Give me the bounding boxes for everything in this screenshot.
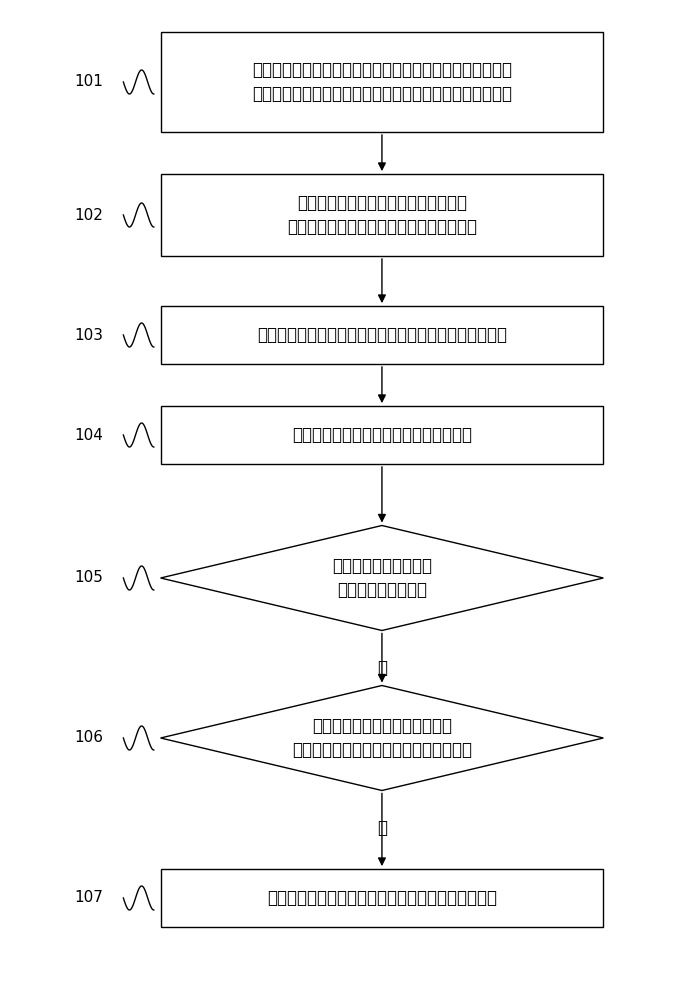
FancyBboxPatch shape <box>160 869 603 927</box>
Text: 105: 105 <box>74 570 103 585</box>
Text: 是: 是 <box>377 659 387 677</box>
Text: 106: 106 <box>74 730 103 746</box>
Text: 确定永磁同步电机的转子在启动阶段的
第一时间的关于假定旋转坐标系的假定角度: 确定永磁同步电机的转子在启动阶段的 第一时间的关于假定旋转坐标系的假定角度 <box>287 194 477 236</box>
Text: 判断第一角度差值在角度差阈值
范围内的第一持续时间是否大于时间阈值: 判断第一角度差值在角度差阈值 范围内的第一持续时间是否大于时间阈值 <box>292 717 472 759</box>
Text: 确定在第一时间将永磁同步电机切换至闭环控制状态: 确定在第一时间将永磁同步电机切换至闭环控制状态 <box>267 889 497 907</box>
FancyBboxPatch shape <box>160 174 603 256</box>
Text: 基于单电流环输入来启动转子，其中在启动阶段保持单电流
环输入所对应的电压矢量幅值相对于转子的转速的比值恒定: 基于单电流环输入来启动转子，其中在启动阶段保持单电流 环输入所对应的电压矢量幅值… <box>252 61 512 103</box>
Text: 是: 是 <box>377 819 387 837</box>
FancyBboxPatch shape <box>160 406 603 464</box>
FancyBboxPatch shape <box>160 306 603 364</box>
Text: 107: 107 <box>74 890 103 906</box>
Text: 获取在第一时间下转子的关于实际旋转坐标系的实际角度: 获取在第一时间下转子的关于实际旋转坐标系的实际角度 <box>257 326 507 344</box>
Text: 103: 103 <box>74 328 103 342</box>
FancyBboxPatch shape <box>160 32 603 132</box>
Polygon shape <box>160 686 603 790</box>
Text: 102: 102 <box>74 208 103 223</box>
Text: 判断第一角度差值是否
在角度差阈值范围内: 判断第一角度差值是否 在角度差阈值范围内 <box>332 557 432 599</box>
Polygon shape <box>160 526 603 631</box>
Text: 计算假定角度和实际角度的第一角度差值: 计算假定角度和实际角度的第一角度差值 <box>292 426 472 444</box>
Text: 104: 104 <box>74 428 103 442</box>
Text: 101: 101 <box>74 75 103 90</box>
